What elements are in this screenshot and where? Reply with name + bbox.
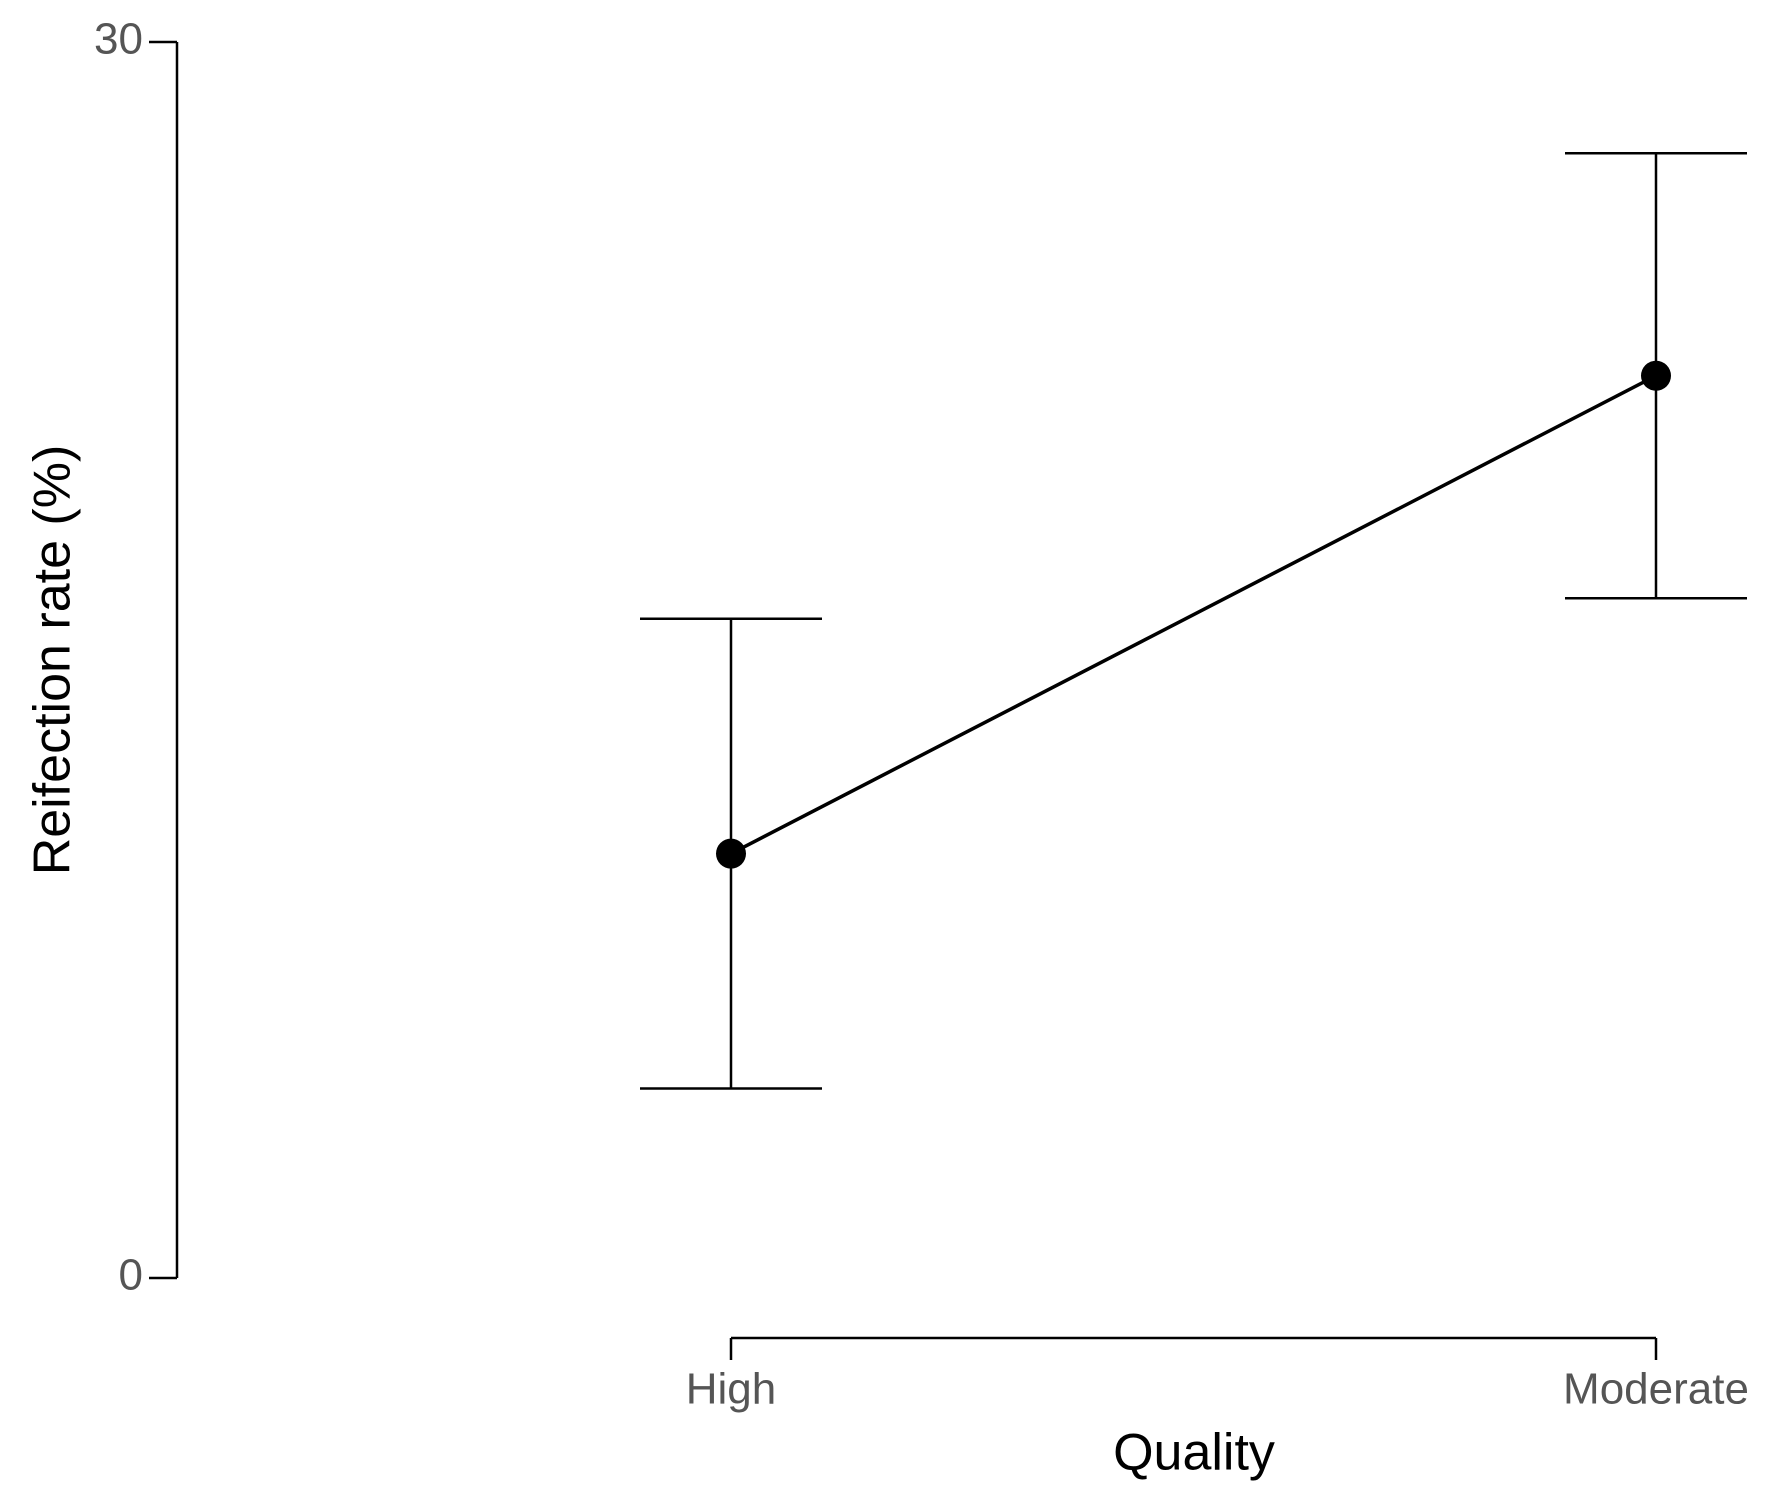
x-tick-label: Moderate bbox=[1563, 1365, 1749, 1414]
point bbox=[1641, 360, 1671, 391]
x-axis-title: Quality bbox=[1113, 1424, 1275, 1482]
y-axis-title: Reifection rate (%) bbox=[24, 445, 82, 876]
line bbox=[730, 374, 1657, 856]
x-tick-label: High bbox=[686, 1365, 777, 1414]
y-tick-label: 30 bbox=[94, 15, 143, 64]
y-tick-label: 0 bbox=[119, 1251, 143, 1300]
point bbox=[716, 838, 746, 869]
